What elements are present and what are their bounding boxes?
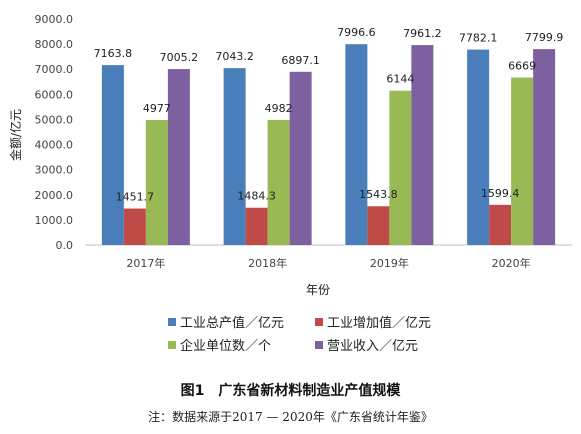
bar <box>511 77 534 245</box>
x-tick-label: 2017年 <box>126 256 165 270</box>
x-tick-labels: 2017年 2018年 2019年 2020年 <box>126 256 530 270</box>
x-tick-label: 2019年 <box>370 256 409 270</box>
data-label: 7163.8 <box>94 47 133 60</box>
y-tick-label: 4000.0 <box>35 139 74 152</box>
legend-swatch <box>168 341 176 349</box>
data-label: 7961.2 <box>403 27 442 40</box>
figure-caption: 图1 广东省新材料制造业产值规模 <box>180 383 401 399</box>
x-tick-label: 2020年 <box>492 256 531 270</box>
bar <box>223 68 246 245</box>
bar <box>123 208 146 245</box>
y-axis-title: 金额/亿元 <box>8 109 23 161</box>
y-tick-label: 1000.0 <box>35 214 74 227</box>
bar <box>411 45 434 246</box>
data-label: 6144 <box>386 73 414 86</box>
data-label: 1451.7 <box>116 191 155 204</box>
bar <box>345 44 368 245</box>
y-tick-label: 8000.0 <box>35 38 74 51</box>
bar <box>533 49 556 245</box>
data-label: 6897.1 <box>281 54 320 67</box>
data-label: 7996.6 <box>337 26 376 39</box>
y-tick-label: 2000.0 <box>35 189 74 202</box>
legend-swatch <box>168 318 176 326</box>
y-tick-label: 9000.0 <box>35 13 74 26</box>
bar <box>489 204 512 245</box>
data-label: 4982 <box>265 102 293 115</box>
data-label: 1484.3 <box>237 190 276 203</box>
bar <box>467 49 490 245</box>
bars-group <box>101 44 556 246</box>
data-label: 1543.8 <box>359 188 398 201</box>
data-labels-group: 7163.8 1451.7 4977 7005.2 7043.2 1484.3 4982 68… <box>94 26 564 203</box>
bar <box>167 69 190 245</box>
y-tick-label: 3000.0 <box>35 164 74 177</box>
legend-label: 营业收入／亿元 <box>327 339 418 354</box>
data-label: 7782.1 <box>459 32 498 45</box>
bar <box>367 206 390 245</box>
legend-swatch <box>315 318 323 326</box>
y-tick-label: 7000.0 <box>35 63 74 76</box>
bar-chart: 0.0 1000.0 2000.0 3000.0 4000.0 5000.0 6000.0 7… <box>8 13 572 354</box>
bar <box>145 120 168 245</box>
bar <box>289 71 312 245</box>
x-tick-label: 2018年 <box>248 256 287 270</box>
data-label: 7043.2 <box>215 50 254 63</box>
data-label: 1599.4 <box>481 187 520 200</box>
data-label: 7005.2 <box>160 51 199 64</box>
legend-label: 工业总产值／亿元 <box>180 315 284 331</box>
data-label: 6669 <box>508 60 536 73</box>
y-axis: 0.0 1000.0 2000.0 3000.0 4000.0 5000.0 6000.0 7… <box>35 13 74 252</box>
x-axis-title: 年份 <box>306 283 330 297</box>
legend-label: 企业单位数／个 <box>180 338 271 354</box>
data-label: 4977 <box>143 102 171 115</box>
y-tick-label: 0.0 <box>56 239 74 252</box>
legend-label: 工业增加值／亿元 <box>327 315 431 331</box>
y-tick-label: 6000.0 <box>35 88 74 101</box>
legend-swatch <box>315 341 323 349</box>
y-tick-label: 5000.0 <box>35 113 74 126</box>
data-label: 7799.9 <box>525 31 564 44</box>
bar <box>267 119 290 245</box>
source-note: 注：数据来源于2017 — 2020年《广东省统计年鉴》 <box>148 410 433 424</box>
bar <box>101 65 124 245</box>
bar <box>389 90 412 245</box>
bar <box>245 207 268 245</box>
